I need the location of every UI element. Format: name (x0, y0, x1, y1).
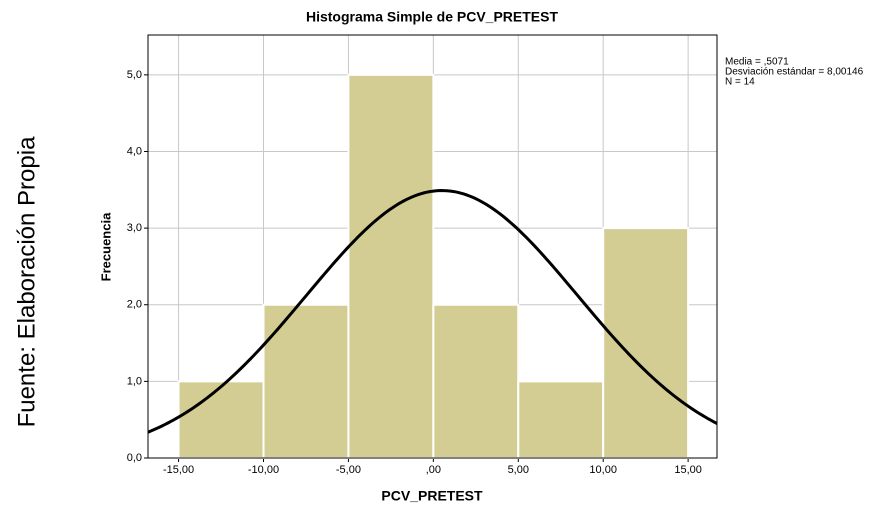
y-tick-label: 5,0 (127, 69, 142, 81)
x-axis-label: PCV_PRETEST (381, 488, 483, 504)
y-tick-label: 1,0 (127, 375, 142, 387)
bar (517, 380, 605, 459)
normal-curve (147, 189, 718, 434)
y-axis-label: Frecuencia (98, 212, 113, 281)
bar (432, 303, 520, 459)
x-tick-label: 5,00 (508, 464, 529, 476)
plot-frame (147, 34, 718, 459)
x-tick-label: -10,00 (248, 464, 279, 476)
stat-sd: Desviación estándar = 8,00146 (725, 67, 864, 78)
x-tick-label: 10,00 (589, 464, 617, 476)
x-tick-label: ,00 (426, 464, 441, 476)
bar (347, 73, 435, 459)
x-tick-label: 15,00 (674, 464, 702, 476)
bar (262, 303, 350, 459)
y-tick-label: 4,0 (127, 145, 142, 157)
stat-n: N = 14 (725, 77, 755, 88)
stat-mean: Media = ,5071 (725, 57, 789, 68)
x-tick-label: -15,00 (163, 464, 194, 476)
x-tick-label: -5,00 (336, 464, 361, 476)
y-tick-label: 3,0 (127, 222, 142, 234)
chart-title: Histograma Simple de PCV_PRETEST (306, 9, 559, 25)
y-tick-label: 2,0 (127, 299, 142, 311)
source-note: Fuente: Elaboración Propia (13, 136, 40, 428)
bar (602, 227, 690, 459)
bar (177, 380, 265, 459)
y-tick-label: 0,0 (127, 452, 142, 464)
plot-area: 0,0 1,0 2,0 3,0 4,0 5,0 -15,00 -10,00 -5,00 ,00 5,… (127, 34, 718, 476)
